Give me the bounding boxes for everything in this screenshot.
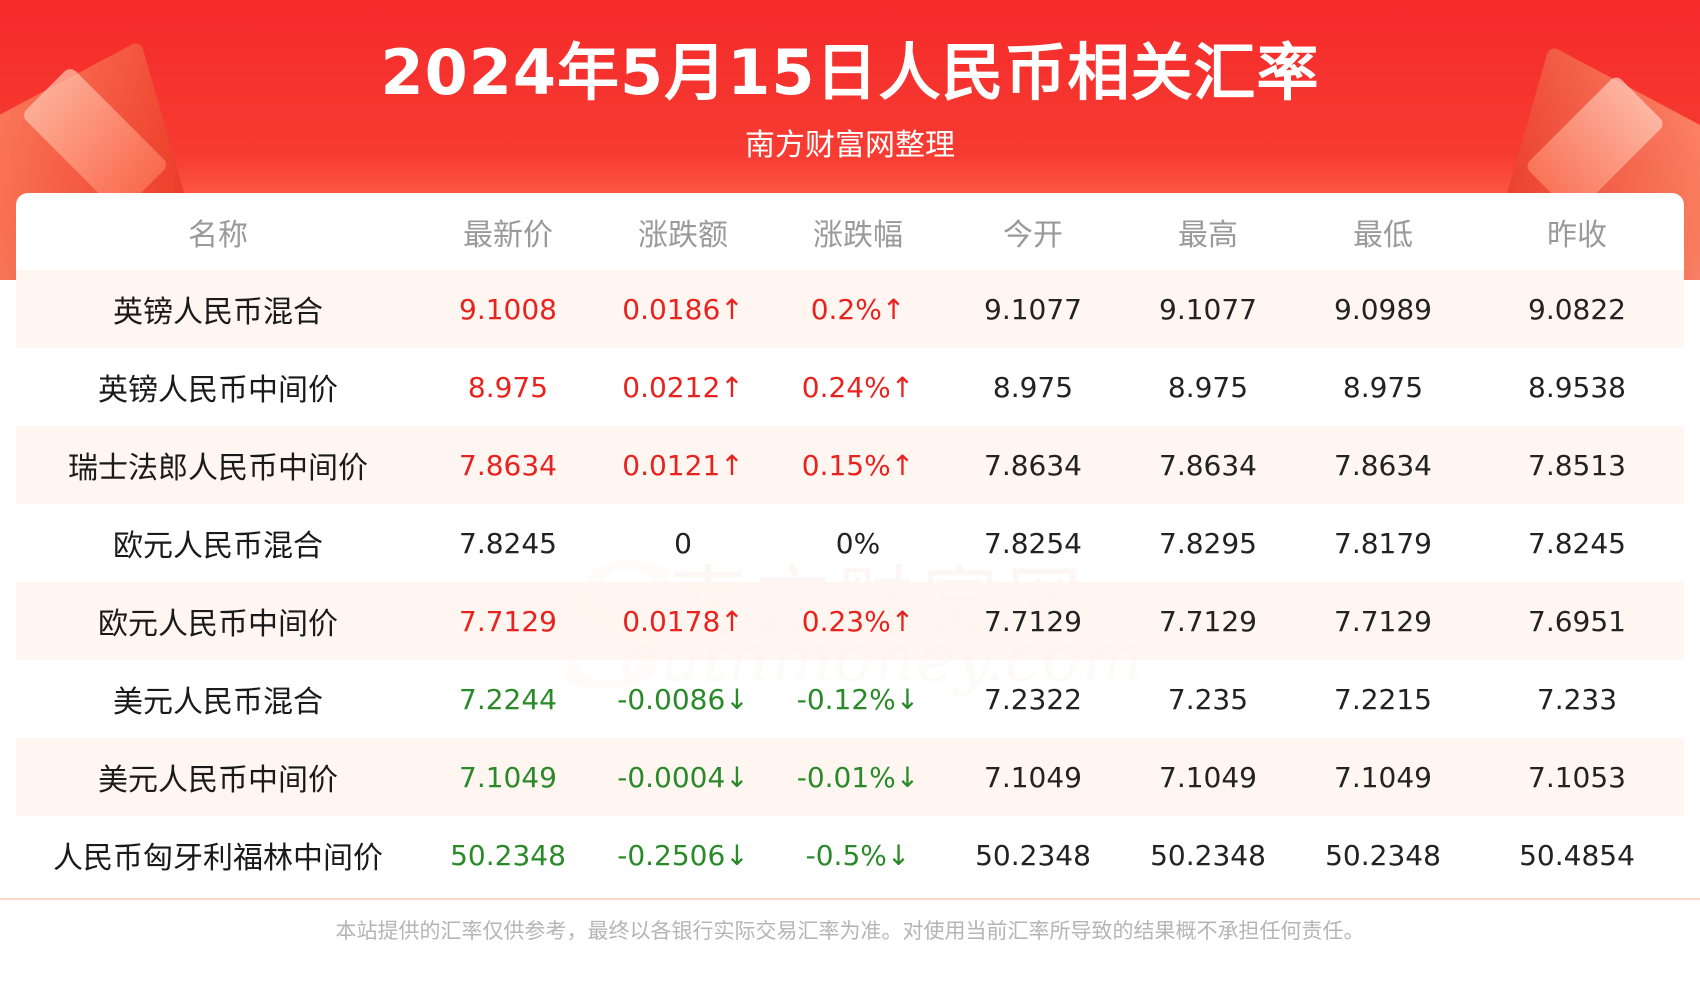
- cell-high: 7.235: [1120, 660, 1296, 738]
- table-body: 英镑人民币混合 9.1008 0.0186↑ 0.2%↑ 9.1077 9.10…: [16, 270, 1684, 894]
- cell-open: 7.1049: [946, 738, 1120, 816]
- column-header: 最新价: [463, 217, 553, 253]
- cell-low: 9.0989: [1296, 270, 1470, 348]
- cell-low: 7.1049: [1296, 738, 1470, 816]
- cell-open: 7.8634: [946, 426, 1120, 504]
- cell-open: 8.975: [946, 348, 1120, 426]
- cell-pct: -0.12%↓: [770, 660, 946, 738]
- cell-change: 0.0178↑: [596, 582, 770, 660]
- cell-name: 人民币匈牙利福林中间价: [16, 816, 420, 894]
- cell-open: 50.2348: [946, 816, 1120, 894]
- table-row: 美元人民币混合 7.2244 -0.0086↓ -0.12%↓ 7.2322 7…: [16, 660, 1684, 738]
- table-row: 人民币匈牙利福林中间价 50.2348 -0.2506↓ -0.5%↓ 50.2…: [16, 816, 1684, 894]
- cell-name: 美元人民币中间价: [16, 738, 420, 816]
- footer-divider: [0, 898, 1700, 900]
- cell-name: 欧元人民币混合: [16, 504, 420, 582]
- cell-high: 9.1077: [1120, 270, 1296, 348]
- table-header-row: 名称 最新价 涨跌额 涨跌幅 今开 最高 最低 昨收: [16, 193, 1684, 270]
- table-row: 英镑人民币混合 9.1008 0.0186↑ 0.2%↑ 9.1077 9.10…: [16, 270, 1684, 348]
- cell-high: 7.8295: [1120, 504, 1296, 582]
- cell-change: -0.2506↓: [596, 816, 770, 894]
- cell-pct: 0.24%↑: [770, 348, 946, 426]
- table-row: 美元人民币中间价 7.1049 -0.0004↓ -0.01%↓ 7.1049 …: [16, 738, 1684, 816]
- cell-change: 0.0186↑: [596, 270, 770, 348]
- cell-name: 瑞士法郎人民币中间价: [16, 426, 420, 504]
- table-row: 瑞士法郎人民币中间价 7.8634 0.0121↑ 0.15%↑ 7.8634 …: [16, 426, 1684, 504]
- cell-name: 英镑人民币混合: [16, 270, 420, 348]
- cell-change: -0.0086↓: [596, 660, 770, 738]
- cell-pct: 0.15%↑: [770, 426, 946, 504]
- page-subtitle: 南方财富网整理: [745, 128, 955, 163]
- cell-prev: 7.6951: [1470, 582, 1684, 660]
- cell-low: 7.7129: [1296, 582, 1470, 660]
- page-title: 2024年5月15日人民币相关汇率: [380, 36, 1320, 109]
- cell-name: 英镑人民币中间价: [16, 348, 420, 426]
- cell-open: 7.7129: [946, 582, 1120, 660]
- cell-open: 9.1077: [946, 270, 1120, 348]
- cell-low: 7.8634: [1296, 426, 1470, 504]
- cell-low: 7.2215: [1296, 660, 1470, 738]
- column-header: 涨跌额: [638, 217, 728, 253]
- table-row: 英镑人民币中间价 8.975 0.0212↑ 0.24%↑ 8.975 8.97…: [16, 348, 1684, 426]
- cell-latest: 7.2244: [420, 660, 596, 738]
- cell-pct: 0.2%↑: [770, 270, 946, 348]
- cell-prev: 7.8513: [1470, 426, 1684, 504]
- cell-high: 7.7129: [1120, 582, 1296, 660]
- table-row: 欧元人民币中间价 7.7129 0.0178↑ 0.23%↑ 7.7129 7.…: [16, 582, 1684, 660]
- cell-pct: 0.23%↑: [770, 582, 946, 660]
- cell-high: 7.8634: [1120, 426, 1296, 504]
- column-header: 最低: [1353, 217, 1413, 253]
- cell-pct: -0.01%↓: [770, 738, 946, 816]
- column-header: 昨收: [1547, 217, 1607, 253]
- cell-low: 7.8179: [1296, 504, 1470, 582]
- cell-change: 0: [596, 504, 770, 582]
- column-header: 今开: [1003, 217, 1063, 253]
- column-header: 涨跌幅: [813, 217, 903, 253]
- cell-change: 0.0212↑: [596, 348, 770, 426]
- disclaimer-text: 本站提供的汇率仅供参考，最终以各银行实际交易汇率为准。对使用当前汇率所导致的结果…: [335, 919, 1365, 943]
- cell-open: 7.2322: [946, 660, 1120, 738]
- cell-latest: 7.1049: [420, 738, 596, 816]
- cell-prev: 8.9538: [1470, 348, 1684, 426]
- cell-high: 50.2348: [1120, 816, 1296, 894]
- cell-change: 0.0121↑: [596, 426, 770, 504]
- cell-prev: 7.8245: [1470, 504, 1684, 582]
- cell-open: 7.8254: [946, 504, 1120, 582]
- cell-pct: -0.5%↓: [770, 816, 946, 894]
- cell-prev: 9.0822: [1470, 270, 1684, 348]
- cell-high: 7.1049: [1120, 738, 1296, 816]
- cell-low: 8.975: [1296, 348, 1470, 426]
- cell-pct: 0%: [770, 504, 946, 582]
- cell-latest: 9.1008: [420, 270, 596, 348]
- cell-latest: 8.975: [420, 348, 596, 426]
- cell-prev: 7.1053: [1470, 738, 1684, 816]
- cell-low: 50.2348: [1296, 816, 1470, 894]
- cell-latest: 7.7129: [420, 582, 596, 660]
- cell-name: 欧元人民币中间价: [16, 582, 420, 660]
- cell-name: 美元人民币混合: [16, 660, 420, 738]
- column-header: 最高: [1178, 217, 1238, 253]
- cell-prev: 50.4854: [1470, 816, 1684, 894]
- column-header: 名称: [188, 217, 248, 253]
- cell-prev: 7.233: [1470, 660, 1684, 738]
- cell-high: 8.975: [1120, 348, 1296, 426]
- cell-change: -0.0004↓: [596, 738, 770, 816]
- exchange-rate-table: 名称 最新价 涨跌额 涨跌幅 今开 最高 最低 昨收 英镑人民币混合 9.100…: [16, 193, 1684, 894]
- table-row: 欧元人民币混合 7.8245 0 0% 7.8254 7.8295 7.8179…: [16, 504, 1684, 582]
- cell-latest: 7.8245: [420, 504, 596, 582]
- cell-latest: 7.8634: [420, 426, 596, 504]
- cell-latest: 50.2348: [420, 816, 596, 894]
